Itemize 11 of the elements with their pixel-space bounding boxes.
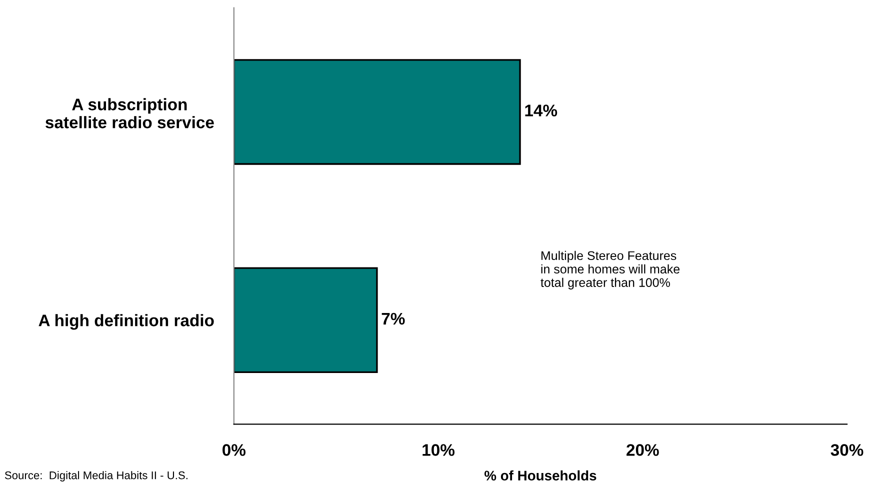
- y-tick-label: A high definition radio: [38, 314, 214, 330]
- data-label: 7%: [382, 312, 405, 325]
- annotation: Multiple Stereo Features in some homes will make total greater than 100%: [540, 250, 680, 290]
- x-axis-title: % of Households: [484, 470, 596, 481]
- x-tick-label: 20%: [626, 444, 659, 456]
- x-tick-label: 0%: [222, 444, 246, 456]
- x-tick-label: 30%: [830, 444, 864, 456]
- x-tick-label: 10%: [422, 444, 455, 456]
- y-tick-label: A subscription satellite radio service: [46, 98, 214, 128]
- source-note: Source: Digital Media Habits II - U.S.: [4, 471, 188, 482]
- data-label: 14%: [525, 104, 558, 116]
